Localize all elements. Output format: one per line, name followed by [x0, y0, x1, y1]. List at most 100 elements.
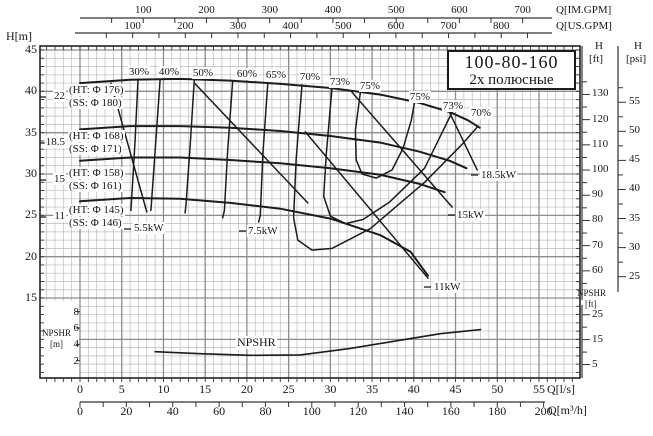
h-psi-tick: 35: [629, 211, 640, 224]
h-psi-tick: 30: [629, 240, 640, 253]
q-us-gpm-tick: 800: [492, 20, 510, 32]
power-line-7.5kW: [194, 83, 309, 204]
efficiency-contour-60%: [221, 79, 234, 219]
power-label-5.5kW: 5.5kW: [133, 222, 165, 234]
npshr-ft-tick: 15: [592, 332, 603, 345]
pump-model: 100-80-160: [464, 52, 559, 72]
axis-header-im-gpm: Q[IM.GPM]: [556, 4, 612, 16]
npshr-curve-label: NPSHR: [236, 335, 277, 349]
efficiency-label-75%: 75%: [358, 80, 382, 92]
h-ft-tick: 60: [592, 263, 603, 276]
npshr-m-tick: 6: [73, 321, 80, 334]
q-m3h-tick: 180: [488, 404, 507, 418]
q-m3h-tick: 0: [77, 404, 83, 418]
axis-header-ft: [ft]: [589, 53, 604, 65]
q-us-gpm-tick: 600: [387, 20, 405, 32]
q-m3h-tick: 120: [349, 404, 368, 418]
h-psi-tick: 40: [629, 182, 640, 195]
axis-header-npshr-m-unit: [m]: [50, 339, 63, 349]
q-ls-tick: 10: [157, 382, 170, 396]
q-m3h-tick: 100: [302, 404, 321, 418]
axis-header-us-gpm: Q[US.GPM]: [556, 20, 612, 32]
q-im-gpm-tick: 600: [451, 4, 468, 16]
h-ft-tick: 110: [592, 137, 609, 150]
q-us-gpm-tick: 500: [335, 20, 352, 32]
efficiency-label-right-75%: 75%: [408, 91, 432, 103]
npshr-curve: [154, 328, 482, 357]
q-im-gpm-tick: 700: [514, 4, 531, 16]
h-ft-tick: 80: [592, 213, 603, 226]
q-im-gpm-tick: 100: [134, 4, 152, 16]
axis-header-psi: [psi]: [626, 53, 647, 65]
q-m3h-tick: 140: [395, 404, 414, 418]
plot-border: [39, 45, 581, 379]
h-psi-tick: 50: [629, 124, 640, 137]
impeller-diameter-ss: (SS: Φ 171): [68, 143, 123, 155]
impeller-power-rating: 15: [53, 173, 66, 185]
q-ls-tick: 0: [77, 382, 83, 396]
axis-header-npshr-m: NPSHR: [42, 328, 72, 338]
pump-curve-2: [79, 156, 446, 194]
q-ls-tick: 5: [118, 382, 125, 396]
efficiency-contour-73%: [322, 87, 453, 225]
efficiency-label-73%: 73%: [328, 76, 352, 88]
npshr-ft-tick: 25: [592, 307, 603, 320]
q-ls-tick: 50: [491, 382, 504, 396]
h-m-tick: 15: [25, 290, 37, 304]
q-m3h-tick: 40: [166, 404, 179, 418]
h-m-tick: 35: [25, 124, 37, 139]
q-m3h-tick: 80: [259, 404, 272, 418]
q-ls-tick: 25: [282, 382, 295, 396]
q-m3h-tick: 20: [120, 404, 133, 418]
q-us-gpm-tick: 300: [229, 20, 247, 32]
npshr-m-tick: 8: [73, 305, 80, 318]
pump-poles-label: 2х полюсные: [469, 72, 554, 88]
axis-header-q-m3h: Q[m³/h]: [548, 403, 587, 417]
npshr-m-tick: 4: [73, 338, 80, 351]
efficiency-label-40%: 40%: [157, 66, 181, 78]
h-m-tick: 40: [25, 83, 37, 98]
efficiency-contour-50%: [184, 79, 196, 214]
q-us-gpm-tick: 700: [440, 20, 457, 32]
efficiency-label-60%: 60%: [235, 68, 259, 80]
h-ft-tick: 120: [592, 112, 609, 125]
title-box: 100-80-160 2х полюсные: [447, 50, 576, 90]
q-us-gpm-tick: 100: [124, 20, 141, 32]
efficiency-contour-40%: [150, 79, 161, 212]
h-m-tick: 25: [25, 207, 37, 222]
q-ls-tick: 35: [366, 382, 379, 396]
power-label-18.5kW: 18.5kW: [480, 169, 518, 181]
axis-header-ft-h: H: [595, 40, 603, 52]
axis-header-npshr-ft: NPSHR: [577, 288, 607, 298]
npshr-axis-mask: [41, 301, 79, 377]
power-line-15kW: [351, 91, 453, 208]
impeller-power-rating: 22: [53, 90, 66, 102]
impeller-diameter-ss: (SS: Φ 146): [68, 217, 123, 229]
h-m-tick: 45: [25, 42, 37, 56]
power-label-15kW: 15kW: [456, 209, 485, 221]
efficiency-label-right-70%: 70%: [469, 107, 493, 119]
h-ft-tick: 100: [592, 163, 609, 176]
q-m3h-tick: 200: [534, 404, 553, 418]
impeller-diameter-ht: (HT: Φ 176): [68, 84, 125, 96]
q-ls-tick: 20: [240, 382, 253, 396]
npshr-ft-tick: 5: [592, 357, 598, 370]
h-ft-tick: 130: [592, 87, 609, 100]
impeller-diameter-ss: (SS: Φ 180): [68, 97, 123, 109]
q-us-gpm-tick: 200: [177, 20, 194, 32]
h-psi-tick: 45: [629, 153, 640, 166]
h-ft-tick: 70: [592, 238, 603, 251]
impeller-power-rating: 18.5: [44, 136, 66, 148]
npshr-m-tick: 2: [73, 354, 80, 367]
efficiency-contour-30%: [130, 79, 139, 212]
q-ls-tick: 45: [449, 382, 462, 396]
q-ls-tick: 55: [532, 382, 545, 396]
h-m-tick: 20: [25, 248, 37, 263]
power-line-11kW: [304, 131, 429, 279]
h-psi-tick: 55: [629, 95, 640, 108]
q-im-gpm-tick: 200: [198, 4, 215, 16]
efficiency-label-50%: 50%: [191, 67, 215, 79]
pump-curve-1: [79, 125, 468, 170]
